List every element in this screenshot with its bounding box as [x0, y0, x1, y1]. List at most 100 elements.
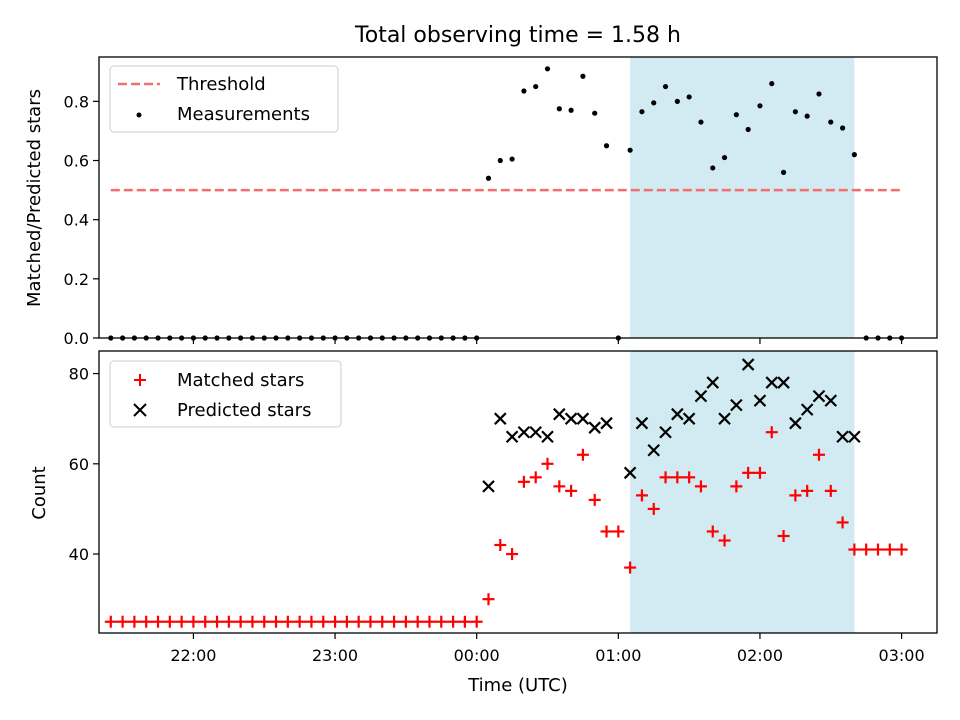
- measurement-point: [556, 106, 562, 112]
- matched-star-point: [860, 543, 873, 556]
- measurement-point: [497, 157, 503, 164]
- matched-star-point: [801, 484, 814, 497]
- matched-star-point: [588, 493, 601, 506]
- predicted-star-point: [730, 398, 743, 412]
- matched-legend-label: Matched stars: [177, 370, 304, 391]
- measurement-point: [509, 156, 515, 162]
- matched-star-point: [447, 615, 460, 628]
- matched-star-point: [152, 615, 165, 628]
- predicted-star-point: [576, 412, 590, 425]
- matched-star-point: [812, 448, 825, 461]
- predicted-legend-label: Predicted stars: [177, 400, 311, 421]
- matched-star-point: [163, 615, 176, 628]
- measurement-point: [769, 81, 775, 87]
- matched-star-point: [848, 543, 861, 556]
- matched-star-point: [281, 615, 294, 628]
- matched-star-point: [270, 615, 283, 628]
- measurement-point: [816, 91, 822, 97]
- measurement-point: [733, 112, 739, 118]
- predicted-star-point: [800, 403, 814, 416]
- measurement-point: [721, 154, 728, 161]
- matched-star-point: [470, 615, 483, 628]
- matched-star-point: [222, 615, 235, 628]
- threshold-legend-label: Threshold: [176, 74, 266, 95]
- matched-star-point: [777, 529, 790, 542]
- matched-star-point: [376, 615, 389, 628]
- bottom-legend: Matched stars Predicted stars: [109, 360, 342, 428]
- predicted-star-point: [718, 412, 731, 425]
- matched-star-point: [140, 615, 153, 628]
- top-y-tick-label: 0.8: [64, 92, 89, 111]
- measurement-point: [603, 143, 610, 149]
- matched-star-point: [789, 489, 802, 502]
- x-tick-label: 00:00: [454, 646, 500, 665]
- figure-title: Total observing time = 1.58 h: [354, 23, 681, 48]
- matched-star-point: [824, 484, 837, 497]
- matched-star-point: [730, 480, 743, 493]
- measurements-legend-label: Measurements: [177, 104, 310, 125]
- predicted-star-point: [789, 416, 802, 430]
- matched-star-point: [506, 548, 519, 561]
- top-y-tick-label: 0.4: [64, 211, 89, 230]
- matched-star-point: [234, 615, 247, 628]
- predicted-star-point: [812, 389, 826, 403]
- matched-star-point: [659, 471, 672, 484]
- top-y-axis-label: Matched/Predicted stars: [24, 89, 45, 307]
- matched-star-point: [694, 480, 707, 493]
- matched-star-point: [435, 615, 448, 628]
- measurement-point: [828, 119, 834, 125]
- predicted-star-point: [777, 376, 790, 389]
- predicted-star-point: [765, 376, 779, 389]
- predicted-star-point: [682, 412, 696, 425]
- matched-star-point: [340, 615, 353, 628]
- x-tick-label: 01:00: [595, 646, 641, 665]
- matched-star-point: [116, 615, 129, 628]
- predicted-star-point: [753, 394, 767, 407]
- predicted-star-point: [564, 412, 578, 425]
- bottom-y-tick-label: 40: [69, 545, 89, 564]
- predicted-star-point: [635, 416, 649, 430]
- measurement-point: [674, 98, 680, 104]
- bottom-plot-frame: [98, 350, 938, 634]
- matched-star-point: [458, 615, 471, 628]
- predicted-star-point: [836, 430, 849, 444]
- predicted-star-point: [671, 407, 684, 421]
- measurement-point: [851, 152, 857, 158]
- predicted-star-point: [482, 480, 495, 493]
- matched-star-point: [553, 480, 566, 493]
- matched-star-point: [718, 534, 731, 547]
- matched-star-point: [399, 615, 412, 628]
- matched-star-point: [187, 615, 200, 628]
- top-panel: 0.00.20.40.60.8 Matched/Predicted stars …: [24, 56, 938, 348]
- measurements-legend-swatch: [136, 112, 142, 118]
- matched-star-point: [388, 615, 401, 628]
- measurement-point: [627, 147, 633, 153]
- predicted-star-point: [706, 376, 720, 389]
- matched-star-point: [211, 615, 224, 628]
- predicted-star-point: [659, 425, 672, 439]
- matched-star-point: [706, 525, 719, 538]
- matched-star-point: [305, 615, 318, 628]
- predicted-star-point: [541, 430, 554, 444]
- bottom-marks: [104, 358, 908, 628]
- measurement-point: [662, 83, 669, 90]
- matched-star-point: [671, 471, 684, 484]
- matched-star-point: [329, 615, 342, 628]
- x-tick-label: 03:00: [879, 646, 925, 665]
- measurement-point: [792, 109, 798, 115]
- top-x-ticks: [192, 338, 903, 344]
- x-tick-label: 02:00: [737, 646, 783, 665]
- predicted-star-point: [741, 358, 755, 371]
- measurement-point: [521, 88, 527, 94]
- matched-star-point: [624, 561, 637, 574]
- measurement-point: [745, 126, 751, 133]
- matched-star-point: [647, 502, 660, 515]
- measurement-point: [639, 109, 645, 115]
- top-legend-box: [109, 65, 339, 133]
- measurement-point: [839, 125, 846, 131]
- matched-star-point: [836, 516, 849, 529]
- measurement-point: [580, 73, 586, 79]
- measurement-point: [757, 103, 763, 109]
- matched-star-point: [576, 448, 589, 461]
- predicted-star-point: [824, 394, 838, 407]
